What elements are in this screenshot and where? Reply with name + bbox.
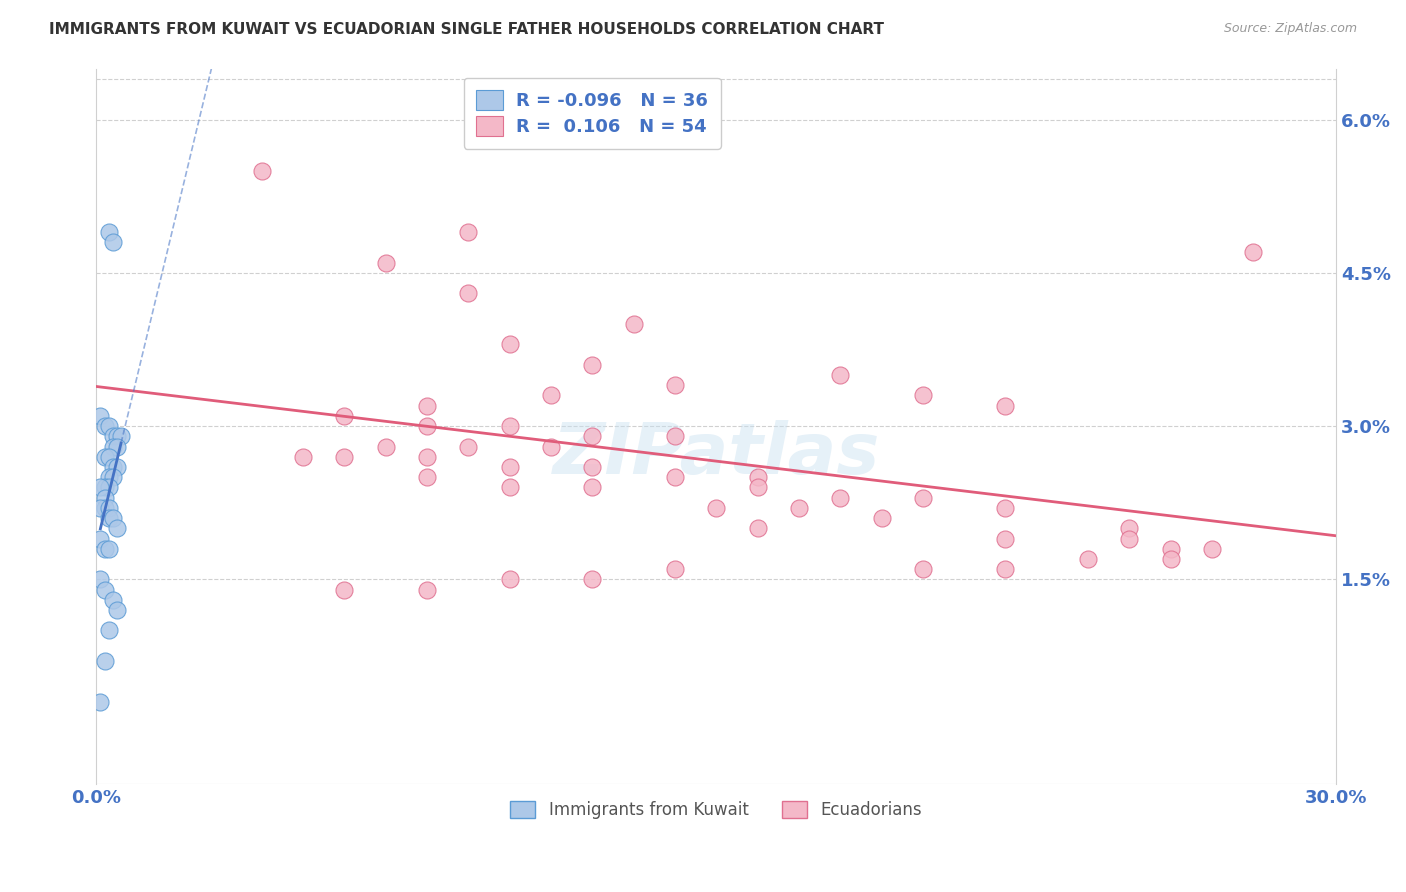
Point — [93, 491, 115, 505]
Point — [97, 541, 120, 556]
Point — [97, 470, 120, 484]
Point — [581, 573, 603, 587]
Point — [581, 429, 603, 443]
Point — [540, 440, 562, 454]
Point — [581, 358, 603, 372]
Point — [93, 419, 115, 434]
Point — [457, 440, 479, 454]
Point — [101, 592, 124, 607]
Point — [994, 399, 1017, 413]
Point — [93, 500, 115, 515]
Point — [498, 419, 520, 434]
Point — [664, 378, 686, 392]
Point — [97, 624, 120, 638]
Point — [250, 163, 273, 178]
Point — [333, 582, 356, 597]
Point — [97, 450, 120, 464]
Point — [97, 511, 120, 525]
Point — [93, 582, 115, 597]
Point — [747, 521, 769, 535]
Point — [540, 388, 562, 402]
Point — [97, 225, 120, 239]
Point — [101, 440, 124, 454]
Point — [105, 521, 128, 535]
Point — [911, 562, 934, 576]
Point — [101, 235, 124, 250]
Point — [747, 470, 769, 484]
Point — [89, 409, 111, 423]
Point — [333, 409, 356, 423]
Text: Source: ZipAtlas.com: Source: ZipAtlas.com — [1223, 22, 1357, 36]
Point — [1160, 552, 1182, 566]
Point — [416, 450, 439, 464]
Point — [93, 480, 115, 494]
Point — [994, 532, 1017, 546]
Point — [89, 480, 111, 494]
Point — [457, 225, 479, 239]
Point — [105, 460, 128, 475]
Point — [498, 337, 520, 351]
Point — [416, 582, 439, 597]
Point — [97, 500, 120, 515]
Point — [101, 460, 124, 475]
Point — [581, 460, 603, 475]
Point — [664, 429, 686, 443]
Point — [1077, 552, 1099, 566]
Point — [830, 368, 852, 382]
Point — [870, 511, 893, 525]
Point — [664, 470, 686, 484]
Point — [89, 532, 111, 546]
Point — [911, 491, 934, 505]
Point — [830, 491, 852, 505]
Point — [457, 286, 479, 301]
Point — [911, 388, 934, 402]
Point — [97, 480, 120, 494]
Point — [1160, 541, 1182, 556]
Point — [1243, 245, 1265, 260]
Point — [581, 480, 603, 494]
Legend: Immigrants from Kuwait, Ecuadorians: Immigrants from Kuwait, Ecuadorians — [503, 794, 928, 825]
Point — [664, 562, 686, 576]
Point — [1118, 521, 1140, 535]
Point — [374, 440, 396, 454]
Point — [89, 573, 111, 587]
Point — [105, 603, 128, 617]
Point — [704, 500, 727, 515]
Point — [89, 695, 111, 709]
Point — [994, 500, 1017, 515]
Point — [623, 317, 645, 331]
Point — [994, 562, 1017, 576]
Point — [1118, 532, 1140, 546]
Point — [416, 399, 439, 413]
Point — [291, 450, 314, 464]
Point — [93, 654, 115, 668]
Point — [101, 429, 124, 443]
Point — [101, 470, 124, 484]
Point — [97, 419, 120, 434]
Point — [1201, 541, 1223, 556]
Point — [333, 450, 356, 464]
Point — [416, 470, 439, 484]
Point — [101, 511, 124, 525]
Point — [93, 450, 115, 464]
Point — [110, 429, 132, 443]
Point — [105, 429, 128, 443]
Point — [498, 480, 520, 494]
Point — [787, 500, 810, 515]
Point — [374, 255, 396, 269]
Point — [416, 419, 439, 434]
Point — [747, 480, 769, 494]
Point — [105, 440, 128, 454]
Text: ZIPatlas: ZIPatlas — [553, 420, 880, 489]
Point — [93, 541, 115, 556]
Point — [498, 460, 520, 475]
Point — [498, 573, 520, 587]
Text: IMMIGRANTS FROM KUWAIT VS ECUADORIAN SINGLE FATHER HOUSEHOLDS CORRELATION CHART: IMMIGRANTS FROM KUWAIT VS ECUADORIAN SIN… — [49, 22, 884, 37]
Point — [89, 500, 111, 515]
